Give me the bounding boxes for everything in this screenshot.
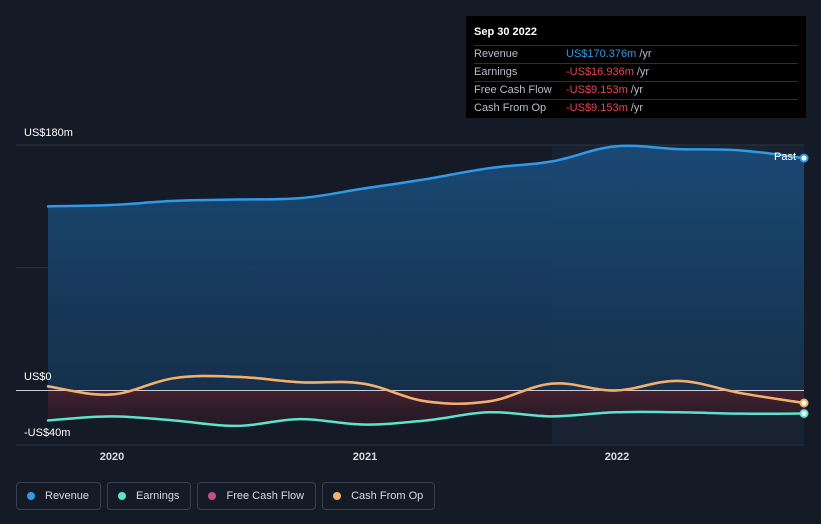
x-tick-2020: 2020 [99,451,125,463]
legend-label: Revenue [45,490,90,502]
tooltip-label: Revenue [474,48,519,60]
tooltip-label: Earnings [474,66,518,78]
earnings-negative-area [48,390,804,426]
tooltip-unit: /yr [630,102,643,114]
tooltip-value: -US$9.153m [566,84,628,96]
tooltip-label: Free Cash Flow [474,84,552,96]
tooltip-value: -US$16.936m [566,66,634,78]
legend-label: Cash From Op [351,490,424,502]
series-line-revenue [46,144,806,208]
x-tick-2021: 2021 [352,451,378,463]
tooltip-unit: /yr [630,84,643,96]
legend-item-revenue[interactable]: Revenue [16,482,102,510]
legend-dot-icon [118,492,127,500]
legend-item-earnings[interactable]: Earnings [107,482,192,510]
legend-dot-icon [27,492,35,500]
series-line-earnings [46,410,806,428]
legend-item-free-cash-flow[interactable]: Free Cash Flow [197,482,317,510]
y-tick-bottom: -US$40m [24,427,71,439]
tooltip-row-cash-from-op: Cash From Op -US$9.153m /yr [474,99,798,117]
tooltip-date: Sep 30 2022 [474,26,537,38]
revenue-area [48,145,804,391]
tooltip-value: -US$9.153m [566,102,628,114]
tooltip-unit: /yr [639,48,652,60]
tooltip-row-revenue: Revenue US$170.376m /yr [474,45,798,63]
past-label: Past [774,151,797,163]
tooltip-value: US$170.376m [566,48,637,60]
end-marker-revenue [799,153,809,163]
end-marker-cash-from-op [799,398,809,408]
legend-dot-icon [333,492,342,500]
tooltip-unit: /yr [636,66,650,78]
tooltip-row-earnings: Earnings -US$16.936m /yr [474,63,798,81]
series-line-cash-from-op [46,374,806,406]
chart-legend: Revenue Earnings Free Cash Flow Cash Fro… [16,482,436,510]
legend-label: Earnings [136,490,180,502]
legend-dot-icon [208,492,217,500]
x-tick-2022: 2022 [604,451,630,463]
series-lines [46,144,806,428]
legend-item-cash-from-op[interactable]: Cash From Op [322,482,436,510]
end-markers [799,153,809,418]
tooltip-row-free-cash-flow: Free Cash Flow -US$9.153m /yr [474,81,798,99]
tooltip-label: Cash From Op [474,102,547,114]
y-tick-zero: US$0 [24,371,52,383]
y-tick-top: US$180m [24,127,73,139]
legend-label: Free Cash Flow [226,490,305,502]
data-tooltip: Sep 30 2022 Revenue US$170.376m /yr Earn… [466,16,806,118]
end-marker-earnings [799,409,809,418]
